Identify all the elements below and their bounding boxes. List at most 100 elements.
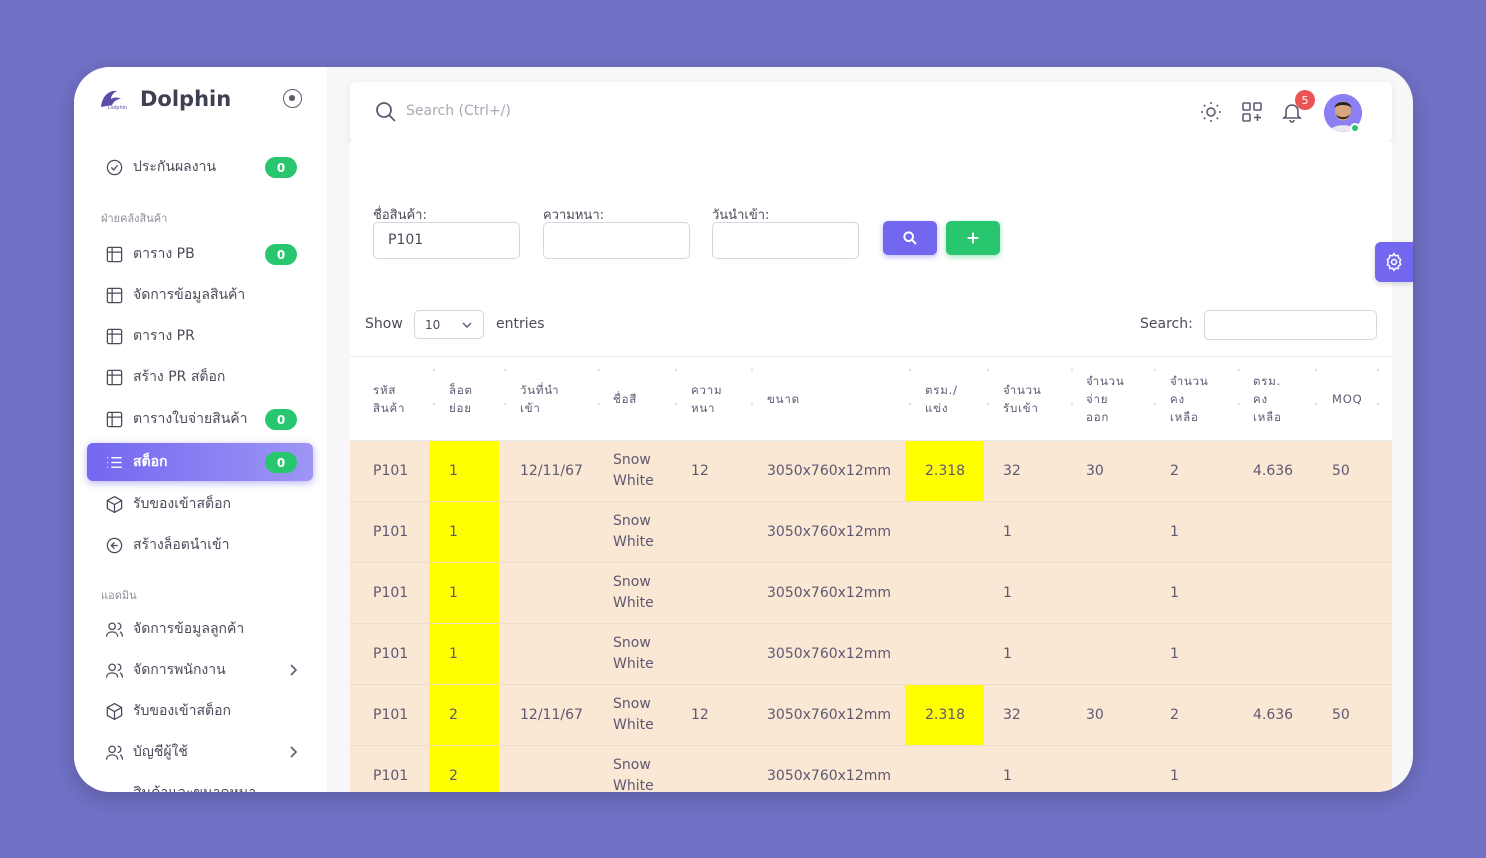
sort-desc-icon: ˅ [985,403,991,413]
column-header-1[interactable]: ล็อต ย่อย ˄ ˅ [449,357,514,441]
table-cell: 3050x760x12mm [767,584,892,601]
sidebar-item-11[interactable]: รับของเข้าสต็อก [87,692,313,730]
table-cell [1086,624,1164,684]
table-cell: 1 [449,523,458,540]
table-cell: P101 [373,645,409,662]
column-header-8[interactable]: จำนวน จ่าย ออก ˄ ˅ [1086,357,1164,441]
show-label: Show [365,316,403,332]
column-header-0[interactable]: รหัส สินค้า ˄ ˅ [373,357,443,441]
column-header-2[interactable]: วันที่นำ เข้า ˄ ˅ [520,357,608,441]
cell-highlight [429,624,499,684]
thickness-input[interactable] [543,222,690,259]
column-header-4[interactable]: ความ หนา ˄ ˅ [691,357,761,441]
table-row[interactable]: P101 1 12/11/67 Snow White 12 3050x760x12mm 2.… [350,441,1392,502]
table-cell: 1 [1003,645,1012,662]
sidebar-item-0[interactable]: ประกันผลงาน 0 [87,148,313,186]
product-name-label: ชื่อสินค้า: [373,208,427,223]
table-cell [520,563,608,623]
global-search-input[interactable]: Search (Ctrl+/) [406,103,511,119]
sort-asc-icon: ˄ [1152,369,1158,379]
import-date-label: วันนำเข้า: [712,208,770,223]
column-header-9[interactable]: จำนวน คง เหลือ ˄ ˅ [1170,357,1248,441]
cell-highlight [429,685,499,745]
sidebar-item-label: ตารางใบจ่ายสินค้า [133,411,248,427]
brand[interactable]: Dolphin Dolphin [98,85,231,113]
table-row[interactable]: P101 2 Snow White 3050x760x12mm 1 1 [350,746,1392,792]
sun-icon[interactable] [1199,100,1223,124]
table-cell: 4.636 [1253,706,1294,723]
table-cell: 12/11/67 [520,462,583,479]
sidebar-item-2[interactable]: จัดการข้อมูลสินค้า [87,276,313,314]
sidebar-item-7[interactable]: รับของเข้าสต็อก [87,485,313,523]
sidebar-item-6[interactable]: สต็อก 0 [87,443,313,481]
bell-icon[interactable] [1280,100,1304,124]
add-button[interactable] [946,221,1000,255]
search-icon[interactable] [374,100,398,124]
table-cell: P101 [373,584,409,601]
table-row[interactable]: P101 2 12/11/67 Snow White 12 3050x760x12mm 2.… [350,685,1392,746]
column-header-label: ความ หนา [691,383,723,415]
table-cell [925,624,997,684]
sidebar-item-9[interactable]: จัดการข้อมูลลูกค้า [87,610,313,648]
table-cell: 1 [449,645,458,662]
sort-desc-icon: ˅ [1236,403,1242,413]
cell-highlight [429,563,499,623]
table-row[interactable]: P101 1 Snow White 3050x760x12mm 1 1 [350,502,1392,563]
apps-grid-icon[interactable] [1240,100,1264,124]
table-cell [520,624,608,684]
search-button[interactable] [883,221,937,255]
column-header-10[interactable]: ตรม. คง เหลือ ˄ ˅ [1253,357,1325,441]
table-cell [925,746,997,792]
sort-desc-icon: ˅ [502,403,508,413]
sidebar-item-13[interactable]: สินค้าและขนาดหนา [87,774,313,792]
sidebar-item-12[interactable]: บัญชีผู้ใช้ [87,733,313,771]
sidebar-item-5[interactable]: ตารางใบจ่ายสินค้า 0 [87,400,313,438]
sort-desc-icon: ˅ [749,403,755,413]
sidebar-item-1[interactable]: ตาราง PB 0 [87,235,313,273]
sort-desc-icon: ˅ [1375,403,1381,413]
table-cell: Snow White [613,757,654,792]
page-size-select[interactable]: 10 [414,310,484,339]
cell-highlight [429,746,499,792]
column-header-6[interactable]: ตรม./ แข่ง ˄ ˅ [925,357,997,441]
table-cell: 3050x760x12mm [767,767,892,784]
search-icon [903,231,917,245]
table-cell [1253,746,1325,792]
avatar[interactable] [1324,94,1362,132]
sidebar-item-4[interactable]: สร้าง PR สต็อก [87,358,313,396]
column-header-7[interactable]: จำนวน รับเข้า ˄ ˅ [1003,357,1081,441]
sidebar-item-10[interactable]: จัดการพนักงาน [87,651,313,689]
table-cell: 30 [1086,706,1104,723]
thickness-label: ความหนา: [543,208,605,223]
sidebar-item-label: สร้าง PR สต็อก [133,369,226,385]
import-date-input[interactable] [712,222,859,259]
sort-desc-icon: ˅ [596,403,602,413]
table-cell [691,624,761,684]
table-search-input[interactable] [1204,310,1377,340]
column-header-11[interactable]: MOQ ˄ ˅ [1332,357,1387,441]
product-name-input[interactable]: P101 [373,222,520,259]
sidebar-toggle-icon[interactable] [283,89,302,108]
column-header-label: ล็อต ย่อย [449,383,473,415]
table-cell: 1 [1170,584,1179,601]
table-cell: 1 [1170,523,1179,540]
table-cell: Snow White [613,635,654,672]
package-icon [104,701,124,721]
logo-text: Dolphin [108,105,127,111]
sidebar-item-8[interactable]: สร้างล็อตนำเข้า [87,526,313,564]
settings-button[interactable] [1375,242,1413,282]
chevron-down-icon [462,322,472,328]
sort-asc-icon: ˄ [1069,369,1075,379]
table-row[interactable]: P101 1 Snow White 3050x760x12mm 1 1 [350,563,1392,624]
users-icon [104,619,124,639]
count-badge: 0 [265,452,297,473]
arrow-left-circle-icon [104,535,124,555]
column-header-5[interactable]: ขนาด ˄ ˅ [767,357,919,441]
sidebar-item-label: บัญชีผู้ใช้ [133,744,188,760]
table-row[interactable]: P101 1 Snow White 3050x760x12mm 1 1 [350,624,1392,685]
entries-label: entries [496,316,545,332]
column-header-3[interactable]: ชื่อสี ˄ ˅ [613,357,685,441]
sidebar-item-3[interactable]: ตาราง PR [87,317,313,355]
table-cell [1332,624,1387,684]
table-cell: 3050x760x12mm [767,523,892,540]
